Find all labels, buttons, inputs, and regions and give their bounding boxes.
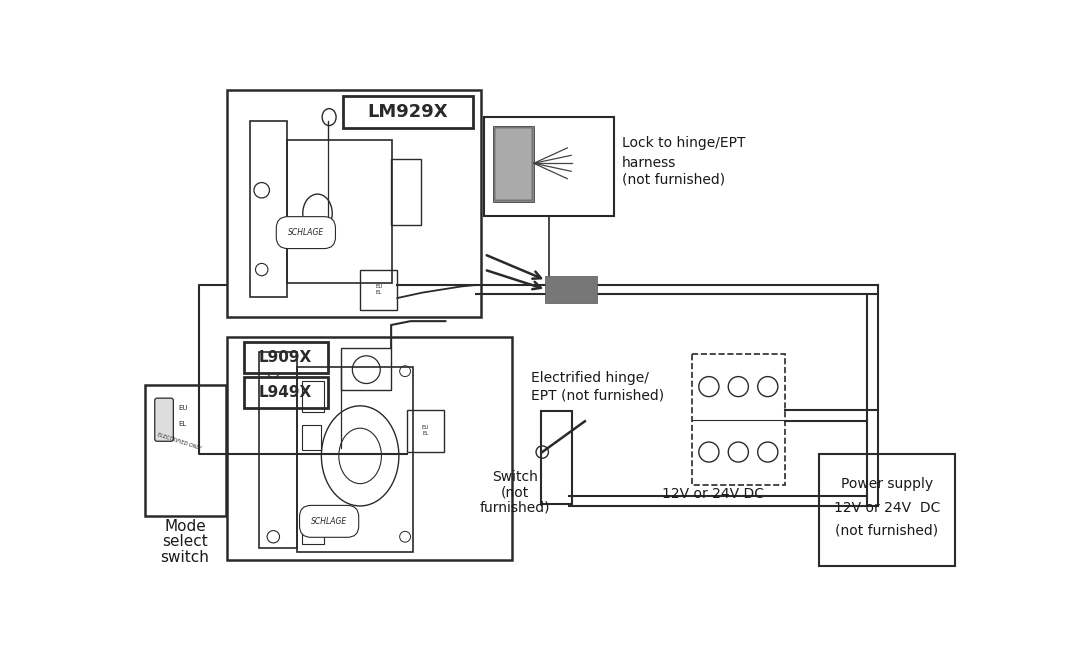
Bar [343,96,473,128]
Bar [391,159,420,225]
Text: furnished): furnished) [480,500,550,515]
Bar [259,352,297,548]
Bar [226,337,512,560]
Text: ELECTRIFIED ONLY: ELECTRIFIED ONLY [157,432,203,451]
Text: (not: (not [501,485,530,499]
Bar [540,411,572,504]
Text: L909X: L909X [259,350,312,365]
Text: Power supply: Power supply [840,477,932,491]
Text: 12V or 24V DC: 12V or 24V DC [662,487,764,500]
Bar [819,455,954,566]
Text: EU
EL: EU EL [421,425,429,436]
Bar [494,126,534,202]
Text: EPT (not furnished): EPT (not furnished) [531,388,664,402]
Bar [361,270,397,310]
Bar [226,90,481,317]
Text: LM929X: LM929X [368,103,448,121]
Bar [302,425,322,450]
Text: select: select [162,534,208,550]
Bar [341,348,391,390]
Bar [250,121,287,297]
Circle shape [536,446,548,458]
Text: harness: harness [622,156,677,170]
Text: EU: EU [178,405,187,411]
Text: (not furnished): (not furnished) [835,523,938,538]
Bar [244,377,327,408]
Text: (not furnished): (not furnished) [622,172,726,187]
Bar [297,367,413,552]
Bar [145,385,226,516]
Text: SCHLAGE: SCHLAGE [311,517,348,526]
Text: EL: EL [178,421,186,426]
Text: switch: switch [160,550,209,565]
Text: Lock to hinge/EPT: Lock to hinge/EPT [622,136,745,151]
Text: Switch: Switch [492,470,538,484]
Bar [244,342,327,373]
Text: L949X: L949X [259,385,312,400]
Text: EU
EL: EU EL [375,284,382,295]
Bar [406,409,444,452]
Text: Mode: Mode [165,519,206,534]
Text: Electrified hinge/: Electrified hinge/ [531,371,649,385]
Text: 12V or 24V  DC: 12V or 24V DC [834,500,940,515]
Bar [484,117,614,215]
Bar [302,381,324,412]
Bar [495,128,532,200]
Bar [545,276,598,303]
Bar [287,140,392,283]
FancyBboxPatch shape [155,398,173,441]
Text: SCHLAGE: SCHLAGE [288,228,324,237]
Bar [692,354,785,485]
Bar [302,517,324,544]
